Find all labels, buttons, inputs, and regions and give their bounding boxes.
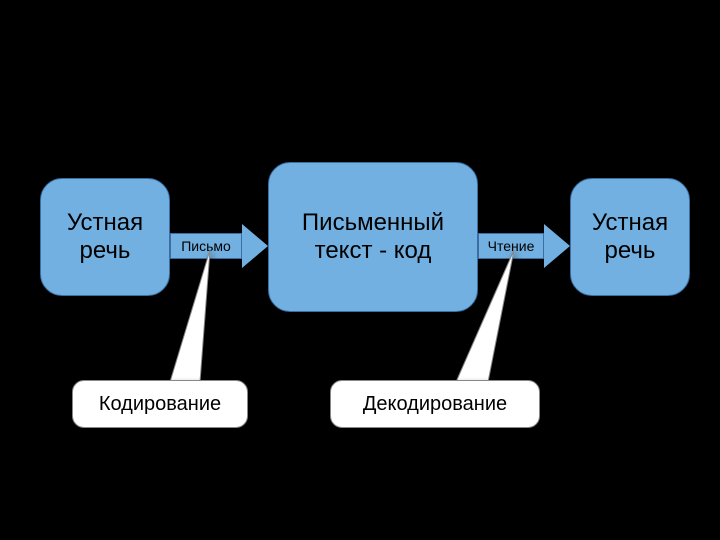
callout-label: Кодирование — [99, 393, 221, 416]
node-label: речь — [605, 237, 656, 264]
diagram-stage: Устная речь Письмо Письменный текст - ко… — [0, 0, 720, 540]
node-oral-speech-left: Устная речь — [40, 178, 170, 296]
callout-encoding: Кодирование — [72, 380, 248, 428]
node-written-text: Письменный текст - код — [268, 162, 478, 312]
node-label: Устная — [67, 209, 143, 236]
arrow-label: Чтение — [488, 238, 535, 254]
node-label: Письменный — [302, 209, 444, 236]
node-oral-speech-right: Устная речь — [570, 178, 690, 296]
node-label: текст - код — [315, 237, 432, 264]
callout-label: Декодирование — [363, 393, 507, 416]
node-label: Устная — [592, 209, 668, 236]
arrow-writing: Письмо — [170, 224, 268, 268]
callout-decoding: Декодирование — [330, 380, 540, 428]
arrow-reading: Чтение — [478, 224, 570, 268]
node-label: речь — [80, 237, 131, 264]
arrow-label: Письмо — [181, 238, 231, 254]
